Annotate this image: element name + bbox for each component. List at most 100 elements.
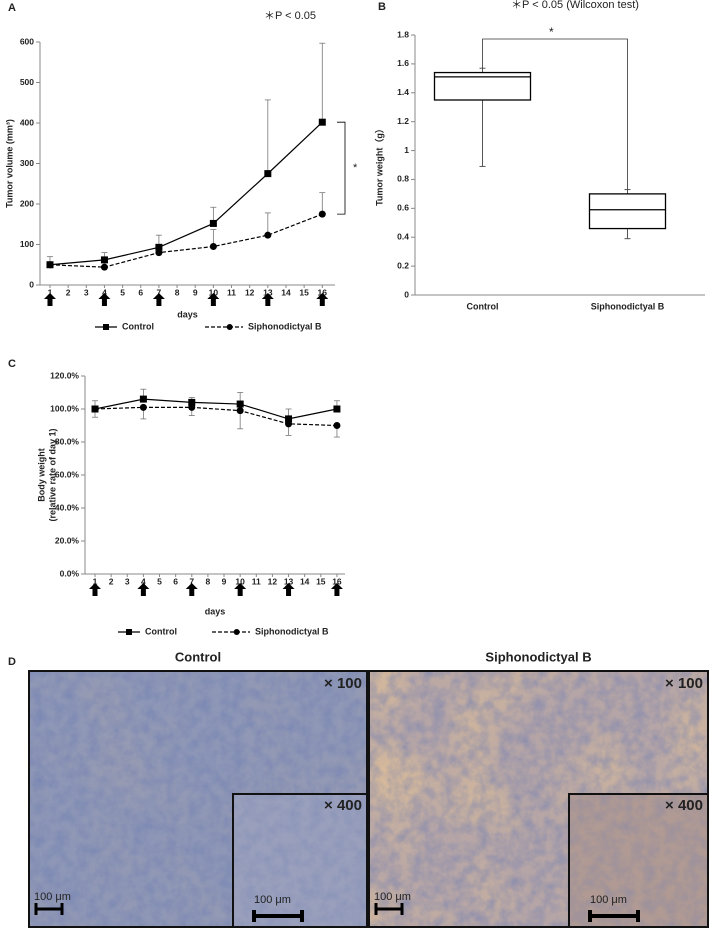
treatment-arrow [137,583,150,596]
significance-bracket [337,121,346,215]
series-line [49,213,323,268]
x-tick-label: 13 [263,287,273,297]
marker [333,422,341,429]
inset-magnification: × 400 [665,797,703,814]
x-tick-label: 6 [138,287,143,297]
series-line [94,406,337,427]
y-tick-label: 1.8 [397,29,409,39]
x-tick-label: 11 [252,576,261,586]
legend-label: Siphonodictyal B [248,321,322,331]
y-tick-label: 0.0% [60,568,80,578]
legend-label: Control [145,626,177,636]
inset-scale-bar [252,910,304,922]
x-tick-label: 9 [222,576,227,586]
y-tick-label: 60.0% [55,469,80,479]
x-tick-label: 10 [235,576,245,586]
marker [139,403,147,411]
magnification: × 100 [324,675,362,692]
y-tick-label: 300 [20,158,34,168]
x-tick-label: 3 [125,576,130,586]
marker [285,415,293,423]
inset-scale-bar-label: 100 μm [590,894,627,906]
image-title: Siphonodictyal B [485,649,591,664]
x-tick-label: 4 [102,287,107,297]
scale-bar-label: 100 μm [34,891,71,903]
legend-marker [103,324,109,330]
treatment-arrow [207,293,220,306]
treatment-arrow [261,293,274,306]
marker [333,405,341,413]
y-tick-label: 0.4 [397,231,409,241]
inset-scale-bar [588,910,640,922]
y-tick-label: 40.0% [55,502,80,512]
y-tick-label: 20.0% [55,535,80,545]
y-tick-label: 100 [20,239,34,249]
marker [318,210,326,218]
y-tick-label: 0.6 [397,203,409,213]
y-axis-label: Tumor volume (mm³) [4,119,14,208]
y-axis-label: Tumor weight（g） [374,124,384,206]
x-tick-label: 10 [209,287,219,297]
x-tick-label: 6 [173,576,178,586]
x-tick-label: Control [467,301,499,311]
box [588,193,667,230]
inset-frame [232,793,368,928]
y-tick-label: 600 [20,36,34,46]
y-tick-label: 0 [404,289,409,299]
legend-marker [226,324,233,330]
y-axis-label: (relative rate of day 1) [47,428,57,521]
legend-label: Control [122,321,154,331]
x-tick-label: 8 [206,576,211,586]
x-axis-label: days [205,606,226,616]
treatment-arrow [152,293,165,306]
x-tick-label: 16 [332,576,342,586]
x-tick-label: 5 [157,576,162,586]
y-tick-label: 1 [404,145,409,155]
x-tick-label: 5 [120,287,125,297]
y-tick-label: 1.2 [397,116,409,126]
marker [188,403,196,411]
x-tick-label: Siphonodictyal B [591,301,665,311]
chart-title: ＊P < 0.05 (Wilcoxon test) [511,0,639,11]
treatment-arrow [43,293,56,306]
marker [209,219,217,227]
marker [209,243,217,251]
treatment-arrow [234,583,247,596]
scale-bar [374,903,404,915]
marker [139,395,147,403]
marker [100,263,108,271]
x-tick-label: 1 [48,287,53,297]
x-tick-label: 2 [66,287,71,297]
marker [91,405,99,413]
treatment-arrow [98,293,111,306]
scale-bar-label: 100 μm [374,891,411,903]
significance-star: * [353,162,358,174]
panel-letter: C [8,358,16,370]
marker [100,256,108,264]
inset-texture [232,793,368,928]
y-axis-label: Body weight [36,448,46,502]
marker [188,398,196,406]
marker [155,243,163,251]
panel-letter: A [8,2,16,14]
series-line [49,121,323,266]
inset-texture [568,793,709,928]
x-tick-label: 8 [175,287,180,297]
panel-letter: B [378,1,386,13]
significance-star: * [549,25,554,39]
scale-bar [34,903,64,915]
marker [236,407,244,415]
inset-scale-bar-label: 100 μm [254,894,291,906]
marker [264,231,272,239]
x-tick-label: 15 [299,287,309,297]
legend-label: Siphonodictyal B [255,626,329,636]
y-tick-label: 200 [20,198,34,208]
y-tick-label: 0.8 [397,174,409,184]
y-tick-label: 400 [20,117,34,127]
x-tick-label: 14 [300,576,310,586]
significance-bracket [482,38,628,190]
magnification: × 100 [665,675,703,692]
y-tick-label: 1.6 [397,58,409,68]
series-line [94,398,338,420]
